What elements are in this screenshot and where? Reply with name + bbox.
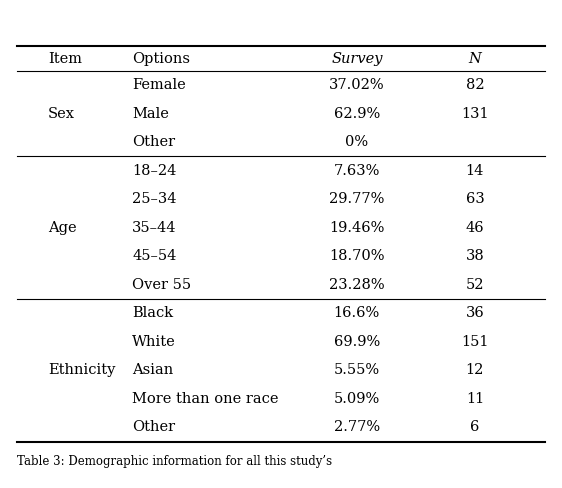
Text: 12: 12 bbox=[466, 364, 484, 377]
Text: Asian: Asian bbox=[132, 364, 173, 377]
Text: White: White bbox=[132, 335, 176, 349]
Text: N: N bbox=[469, 52, 481, 65]
Text: 2.77%: 2.77% bbox=[334, 420, 380, 434]
Text: 11: 11 bbox=[466, 392, 484, 406]
Text: 14: 14 bbox=[466, 163, 484, 178]
Text: Age: Age bbox=[48, 221, 76, 235]
Text: Other: Other bbox=[132, 420, 175, 434]
Text: 62.9%: 62.9% bbox=[334, 106, 380, 121]
Text: More than one race: More than one race bbox=[132, 392, 279, 406]
Text: Sex: Sex bbox=[48, 106, 75, 121]
Text: 35–44: 35–44 bbox=[132, 221, 176, 235]
Text: 151: 151 bbox=[461, 335, 488, 349]
Text: 82: 82 bbox=[465, 78, 484, 92]
Text: 45–54: 45–54 bbox=[132, 249, 176, 263]
Text: Table 3: Demographic information for all this study’s: Table 3: Demographic information for all… bbox=[17, 455, 332, 468]
Text: 5.55%: 5.55% bbox=[334, 364, 380, 377]
Text: Survey: Survey bbox=[331, 52, 383, 65]
Text: Female: Female bbox=[132, 78, 186, 92]
Text: 18.70%: 18.70% bbox=[329, 249, 384, 263]
Text: Male: Male bbox=[132, 106, 169, 121]
Text: 16.6%: 16.6% bbox=[334, 306, 380, 320]
Text: 7.63%: 7.63% bbox=[334, 163, 380, 178]
Text: 23.28%: 23.28% bbox=[329, 278, 384, 292]
Text: 38: 38 bbox=[465, 249, 484, 263]
Text: 36: 36 bbox=[465, 306, 484, 320]
Text: 19.46%: 19.46% bbox=[329, 221, 384, 235]
Text: 29.77%: 29.77% bbox=[329, 192, 384, 206]
Text: 0%: 0% bbox=[345, 135, 369, 149]
Text: Options: Options bbox=[132, 52, 190, 65]
Text: 37.02%: 37.02% bbox=[329, 78, 384, 92]
Text: Black: Black bbox=[132, 306, 173, 320]
Text: 25–34: 25–34 bbox=[132, 192, 176, 206]
Text: 52: 52 bbox=[466, 278, 484, 292]
Text: 46: 46 bbox=[465, 221, 484, 235]
Text: Ethnicity: Ethnicity bbox=[48, 364, 115, 377]
Text: 69.9%: 69.9% bbox=[334, 335, 380, 349]
Text: 18–24: 18–24 bbox=[132, 163, 176, 178]
Text: 63: 63 bbox=[465, 192, 484, 206]
Text: Item: Item bbox=[48, 52, 81, 65]
Text: 131: 131 bbox=[461, 106, 489, 121]
Text: 6: 6 bbox=[470, 420, 479, 434]
Text: Over 55: Over 55 bbox=[132, 278, 191, 292]
Text: 5.09%: 5.09% bbox=[334, 392, 380, 406]
Text: Other: Other bbox=[132, 135, 175, 149]
